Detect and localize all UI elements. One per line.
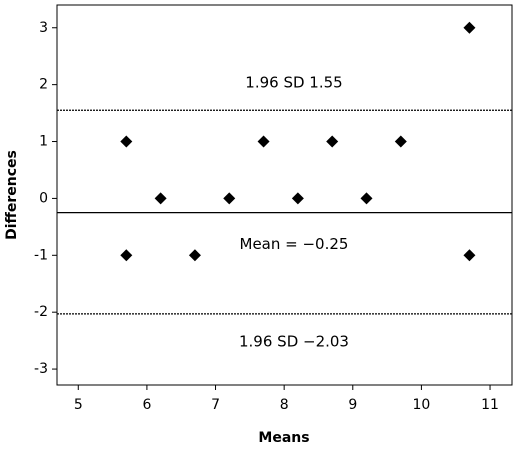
- reference-label: 1.96 SD 1.55: [245, 74, 342, 92]
- x-tick-label: 11: [481, 397, 499, 413]
- point: [463, 249, 476, 262]
- point: [188, 249, 201, 262]
- point: [291, 192, 304, 205]
- plot-frame: [56, 4, 513, 386]
- point: [154, 192, 167, 205]
- point: [326, 135, 339, 148]
- y-tick-label: -1: [34, 247, 48, 263]
- point: [360, 192, 373, 205]
- point: [120, 249, 133, 262]
- reference-label: Mean = −0.25: [240, 235, 349, 253]
- x-tick-label: 9: [348, 397, 357, 413]
- x-tick-label: 8: [280, 397, 289, 413]
- x-tick-label: 10: [412, 397, 430, 413]
- x-tick-label: 7: [211, 397, 220, 413]
- y-tick-label: -2: [34, 304, 48, 320]
- y-tick-label: 0: [39, 190, 48, 206]
- point: [463, 21, 476, 34]
- y-tick-label: 1: [39, 134, 48, 150]
- x-axis-label: Means: [258, 430, 309, 446]
- y-tick-label: -3: [34, 361, 48, 377]
- point: [394, 135, 407, 148]
- point: [223, 192, 236, 205]
- reference-label: 1.96 SD −2.03: [239, 332, 349, 350]
- y-tick-label: 3: [39, 20, 48, 36]
- x-tick-label: 6: [142, 397, 151, 413]
- x-tick-label: 5: [74, 397, 83, 413]
- point: [120, 135, 133, 148]
- y-tick-label: 2: [39, 77, 48, 93]
- point: [257, 135, 270, 148]
- y-axis-label: Differences: [4, 150, 20, 240]
